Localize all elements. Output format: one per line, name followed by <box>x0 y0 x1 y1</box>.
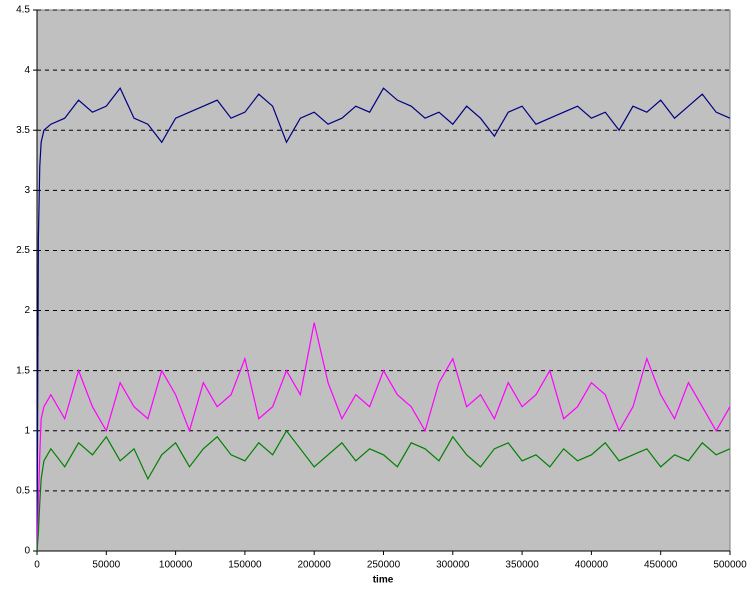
y-tick-label: 1 <box>24 425 30 436</box>
plot-area <box>36 9 731 552</box>
x-axis-label: time <box>373 575 394 586</box>
x-tick-label: 450000 <box>644 560 678 571</box>
series-line <box>36 429 731 552</box>
x-tick-label: 50000 <box>92 560 120 571</box>
y-tick-label: 4 <box>24 65 30 76</box>
y-tick-label: 3.5 <box>16 125 30 136</box>
x-tick-label: 400000 <box>575 560 609 571</box>
x-tick-label: 300000 <box>436 560 470 571</box>
series-line <box>36 86 731 552</box>
y-tick-label: 0.5 <box>16 486 30 497</box>
x-tick-label: 100000 <box>159 560 193 571</box>
x-tick-label: 350000 <box>505 560 539 571</box>
x-tick-label: 500000 <box>713 560 747 571</box>
series-line <box>36 322 731 552</box>
y-tick-label: 1.5 <box>16 365 30 376</box>
y-tick-label: 2 <box>24 305 30 316</box>
y-tick-label: 2.5 <box>16 245 30 256</box>
x-tick-label: 150000 <box>228 560 262 571</box>
x-tick-label: 0 <box>34 560 40 571</box>
y-tick-label: 0 <box>24 546 30 557</box>
x-tick-label: 200000 <box>298 560 332 571</box>
y-tick-label: 3 <box>24 185 30 196</box>
x-tick-label: 250000 <box>367 560 401 571</box>
y-tick-label: 4.5 <box>16 5 30 16</box>
